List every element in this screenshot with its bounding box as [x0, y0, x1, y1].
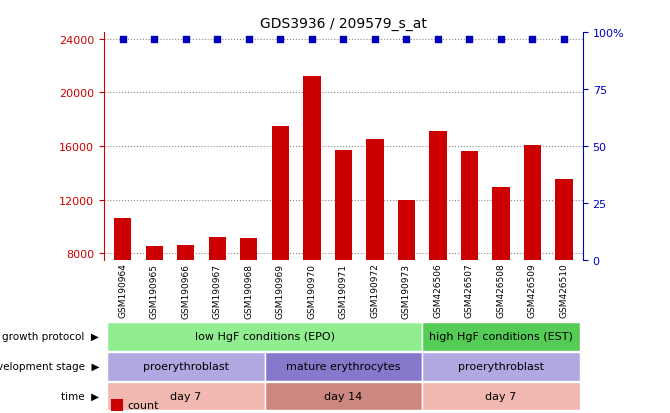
- Text: growth protocol  ▶: growth protocol ▶: [2, 332, 99, 342]
- Point: [275, 36, 285, 43]
- Bar: [145, 247, 163, 361]
- Bar: [271, 126, 289, 361]
- Bar: [107, 382, 265, 411]
- Point: [496, 36, 507, 43]
- Text: time  ▶: time ▶: [61, 391, 99, 401]
- Bar: [265, 382, 422, 411]
- Text: proerythroblast: proerythroblast: [143, 361, 228, 371]
- Point: [306, 36, 317, 43]
- Point: [401, 36, 412, 43]
- Bar: [240, 239, 257, 361]
- Bar: [524, 145, 541, 361]
- Point: [559, 36, 570, 43]
- Point: [527, 36, 538, 43]
- Bar: [492, 188, 510, 361]
- Bar: [335, 151, 352, 361]
- Bar: [422, 322, 580, 351]
- Bar: [177, 245, 194, 361]
- Point: [212, 36, 222, 43]
- Bar: [107, 322, 422, 351]
- Text: low HgF conditions (EPO): low HgF conditions (EPO): [194, 332, 334, 342]
- Text: day 7: day 7: [485, 391, 517, 401]
- Text: day 14: day 14: [324, 391, 362, 401]
- Text: high HgF conditions (EST): high HgF conditions (EST): [429, 332, 573, 342]
- Bar: [555, 180, 573, 361]
- Text: development stage  ▶: development stage ▶: [0, 361, 99, 371]
- Point: [149, 36, 159, 43]
- Point: [464, 36, 475, 43]
- Point: [338, 36, 348, 43]
- Text: mature erythrocytes: mature erythrocytes: [286, 361, 401, 371]
- Bar: [208, 237, 226, 361]
- Bar: [107, 352, 265, 381]
- Text: proerythroblast: proerythroblast: [458, 361, 544, 371]
- Point: [433, 36, 444, 43]
- Text: day 7: day 7: [170, 391, 202, 401]
- Bar: [114, 219, 131, 361]
- Title: GDS3936 / 209579_s_at: GDS3936 / 209579_s_at: [260, 17, 427, 31]
- Bar: [304, 77, 320, 361]
- Bar: [265, 352, 422, 381]
- Bar: [398, 200, 415, 361]
- Bar: [429, 132, 447, 361]
- Point: [243, 36, 254, 43]
- Point: [370, 36, 381, 43]
- Bar: [366, 140, 383, 361]
- Point: [180, 36, 191, 43]
- Bar: [422, 352, 580, 381]
- Bar: [422, 382, 580, 411]
- Point: [117, 36, 128, 43]
- Bar: [461, 152, 478, 361]
- Text: count: count: [127, 400, 159, 410]
